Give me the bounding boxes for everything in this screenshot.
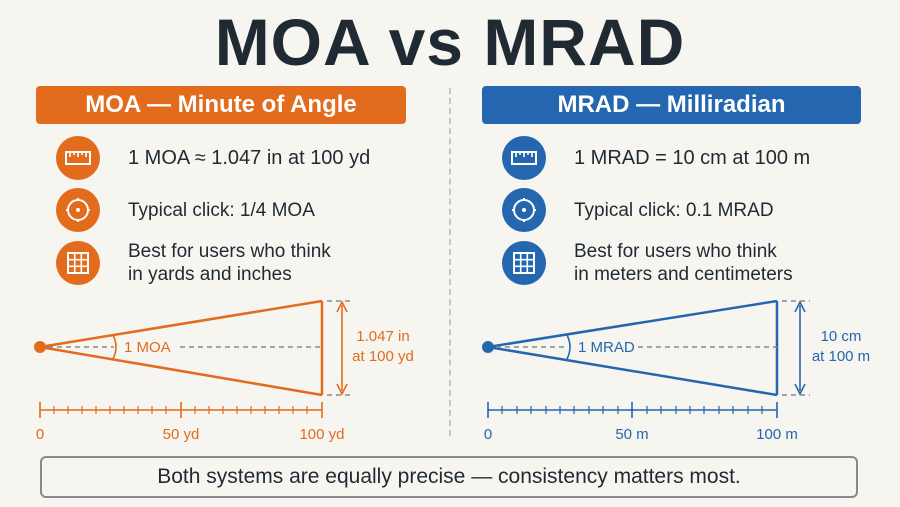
mrad-upper-ray <box>487 299 778 349</box>
moa-item-users: Best for users who think in yards and in… <box>56 240 331 286</box>
mrad-lower-ray <box>487 345 778 397</box>
moa-size-label-2: at 100 yd <box>352 348 414 365</box>
turret-dial-icon <box>502 188 546 232</box>
moa-item-ruler: 1 MOA ≈ 1.047 in at 100 yd <box>56 136 370 180</box>
mrad-item-users: Best for users who think in meters and c… <box>502 240 793 286</box>
moa-item-click: Typical click: 1/4 MOA <box>56 188 315 232</box>
mrad-angle-arc <box>566 334 571 360</box>
mrad-scale-0: 0 <box>484 426 492 443</box>
mrad-header: MRAD — Milliradian <box>482 86 861 124</box>
moa-angle-diagram: 1 MOA 1.047 in at 100 yd 0 50 yd 100 yd <box>34 299 414 443</box>
mrad-click-text: Typical click: 0.1 MRAD <box>574 199 774 221</box>
moa-users-line2: in yards and inches <box>128 264 292 285</box>
grid-icon <box>56 241 100 285</box>
moa-users-line1: Best for users who think <box>128 241 331 262</box>
mrad-shooter-point <box>482 341 494 353</box>
mrad-size-label-2: at 100 m <box>812 348 870 365</box>
mrad-users-line1: Best for users who think <box>574 241 777 262</box>
moa-header: MOA — Minute of Angle <box>36 86 406 124</box>
moa-ruler-text: 1 MOA ≈ 1.047 in at 100 yd <box>128 146 371 169</box>
ruler-icon <box>502 136 546 180</box>
moa-angle-label: 1 MOA <box>124 339 171 356</box>
moa-scale-50: 50 yd <box>163 426 200 443</box>
moa-shooter-point <box>34 341 46 353</box>
mrad-users-line2: in meters and centimeters <box>574 264 793 285</box>
turret-dial-icon <box>56 188 100 232</box>
mrad-panel: MRAD — Milliradian 1 MRAD = 10 cm at 100… <box>482 86 900 446</box>
mrad-ruler-text: 1 MRAD = 10 cm at 100 m <box>574 146 811 169</box>
moa-size-label-1: 1.047 in <box>356 328 409 345</box>
moa-angle-arc <box>112 334 117 360</box>
mrad-scale-50: 50 m <box>615 426 648 443</box>
mrad-item-click: Typical click: 0.1 MRAD <box>502 188 774 232</box>
moa-lower-ray <box>39 345 323 397</box>
mrad-users-text: Best for users who think in meters and c… <box>574 240 793 286</box>
center-divider <box>449 88 451 436</box>
page-title: MOA vs MRAD <box>214 5 686 79</box>
moa-scale-100: 100 yd <box>299 426 344 443</box>
mrad-item-ruler: 1 MRAD = 10 cm at 100 m <box>502 136 810 180</box>
grid-icon <box>502 241 546 285</box>
mrad-scale-100: 100 m <box>756 426 798 443</box>
ruler-icon <box>56 136 100 180</box>
moa-scale-0: 0 <box>36 426 44 443</box>
moa-upper-ray <box>39 299 323 349</box>
mrad-angle-label: 1 MRAD <box>578 339 635 356</box>
mrad-size-label-1: 10 cm <box>821 328 862 345</box>
moa-users-text: Best for users who think in yards and in… <box>128 240 331 286</box>
footer-note: Both systems are equally precise — consi… <box>40 456 858 498</box>
moa-panel: MOA — Minute of Angle 1 MOA ≈ 1.047 in a… <box>36 86 456 446</box>
mrad-angle-diagram: 1 MRAD 10 cm at 100 m 0 50 m 100 m <box>482 299 870 443</box>
moa-click-text: Typical click: 1/4 MOA <box>128 199 315 221</box>
